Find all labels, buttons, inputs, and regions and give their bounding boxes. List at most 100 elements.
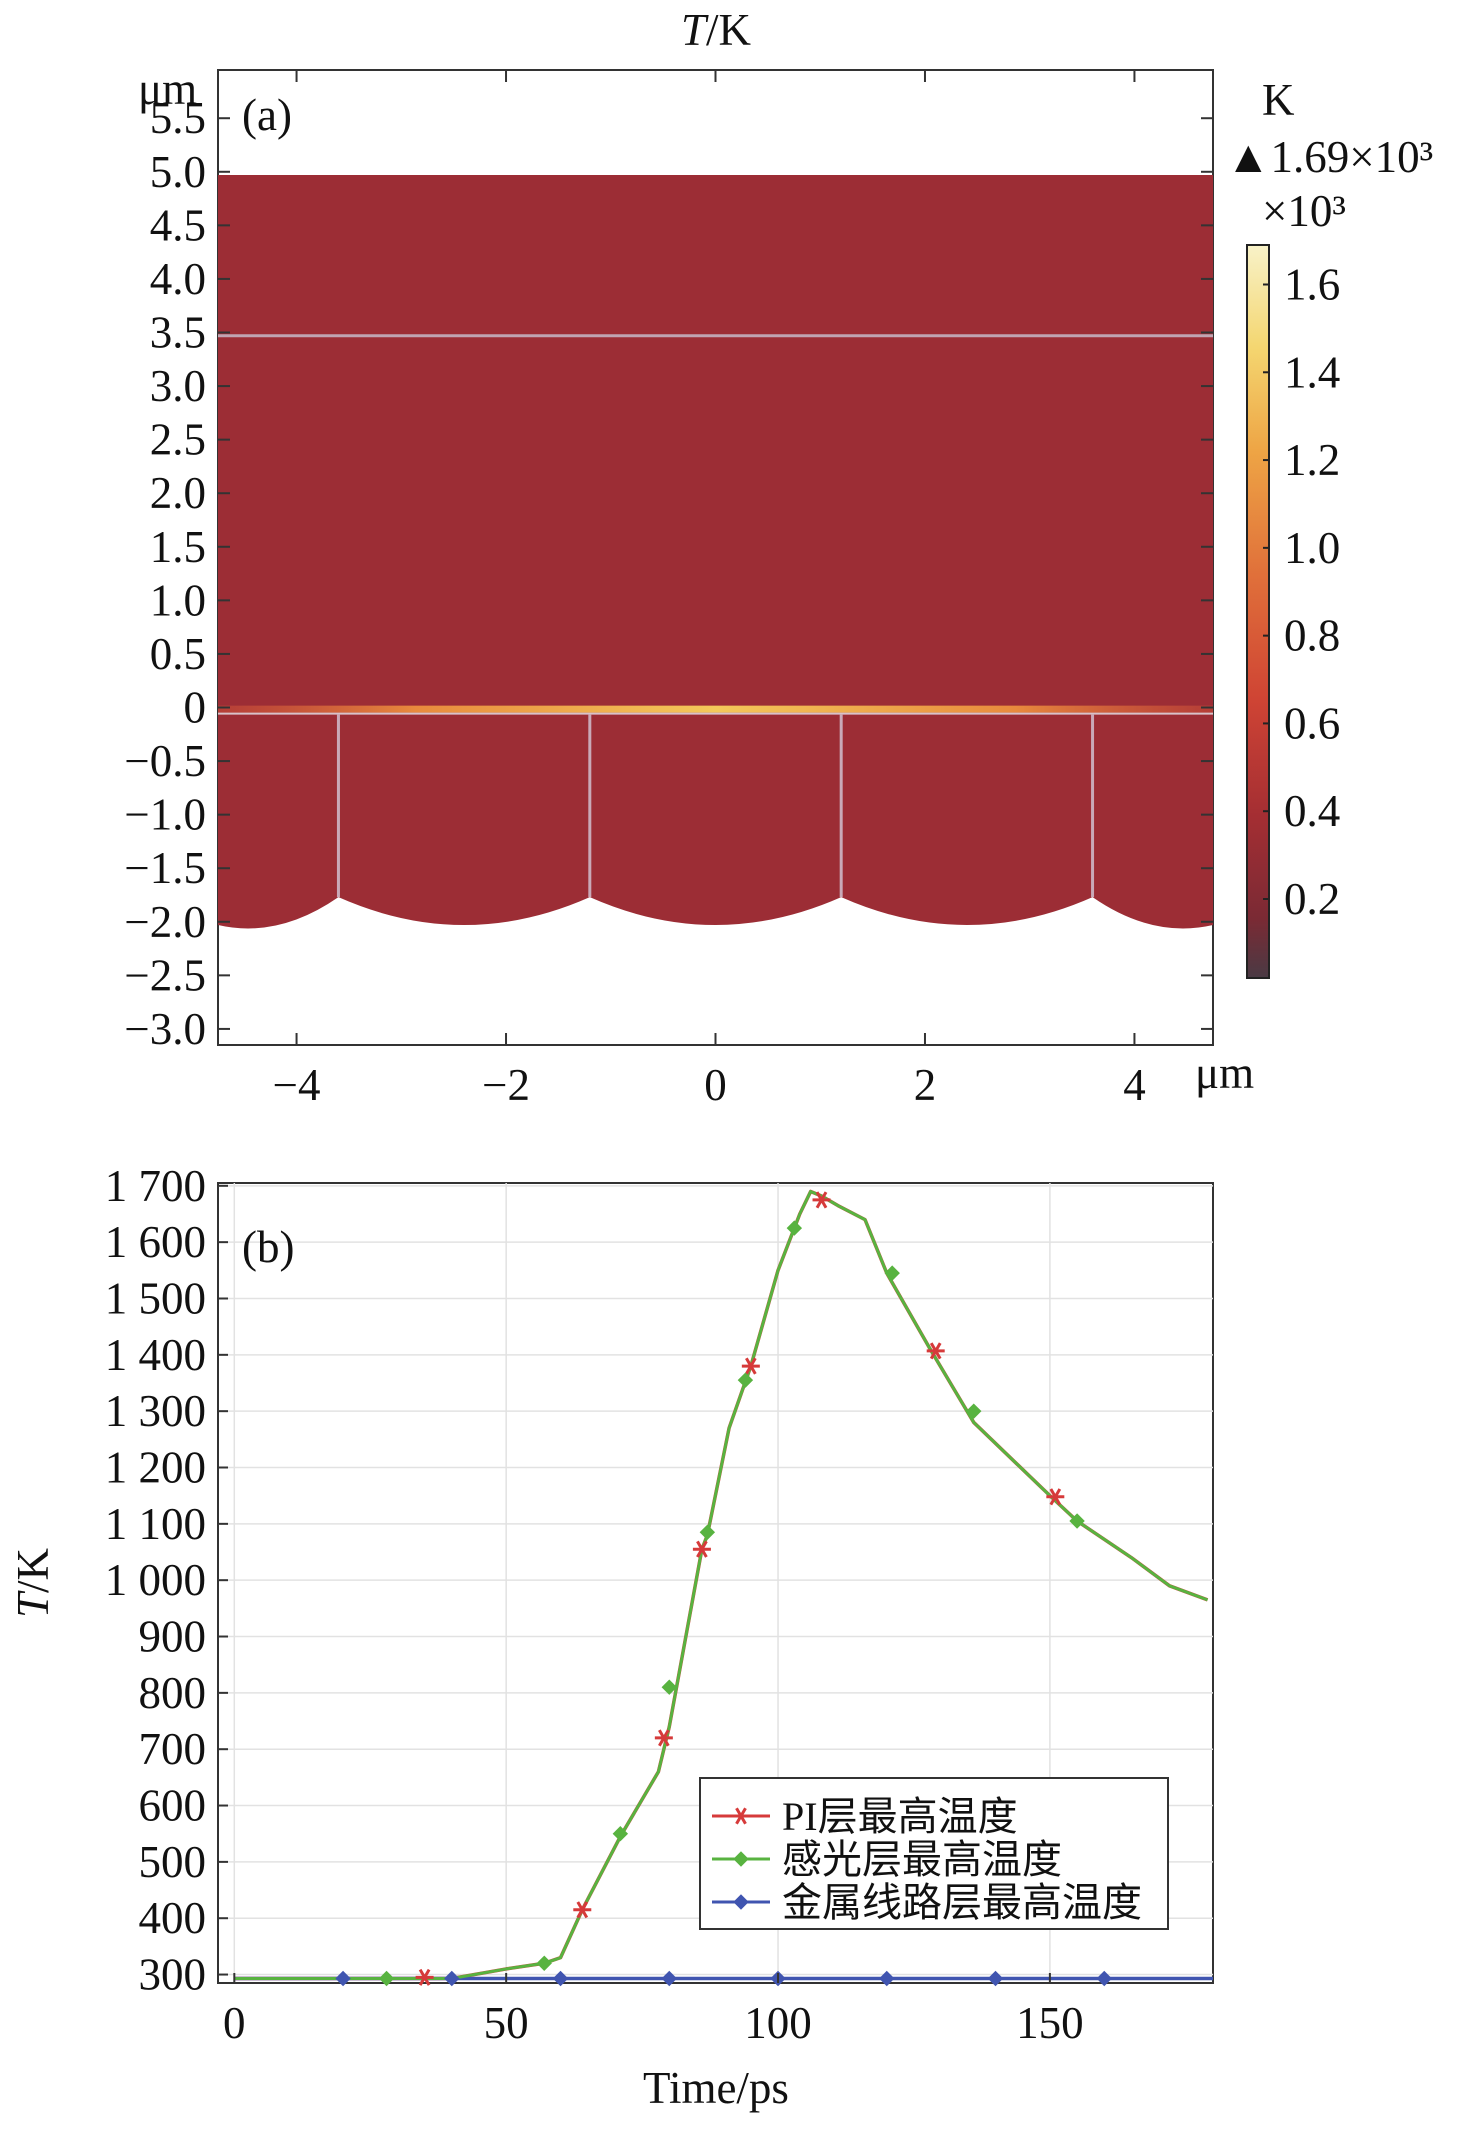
- series-3-marker: [879, 1970, 895, 1987]
- series-3-marker: [335, 1970, 351, 1987]
- heatmap-y-tick-label: 1.5: [150, 522, 206, 572]
- heatmap-y-tick-label: 0: [184, 683, 207, 733]
- line-x-tick-label: 150: [1016, 1998, 1084, 2048]
- line-y-tick-label: 1 300: [105, 1386, 206, 1436]
- series-2-marker: [786, 1220, 803, 1236]
- heatmap-y-tick-label: 2.0: [150, 468, 206, 518]
- series-3-marker: [661, 1970, 677, 1987]
- colorbar-ticks: 1.6 1.4 1.2 1.0 0.8 0.6 0.4 0.2: [1263, 260, 1340, 924]
- heatmap-y-tick-label: −1.0: [124, 790, 206, 840]
- series-1-marker: [812, 1191, 831, 1209]
- heatmap-y-tick-label: 5.0: [150, 147, 206, 197]
- colorbar-tick-label: 0.4: [1284, 786, 1340, 836]
- heatmap-y-tick-label: −2.0: [124, 897, 206, 947]
- series-2-marker: [737, 1372, 754, 1388]
- line-y-tick-label: 1 000: [105, 1555, 206, 1605]
- line-y-tick-label: 1 600: [105, 1217, 206, 1267]
- heatmap-y-tick-label: 5.5: [150, 93, 206, 143]
- colorbar-max-label: ▲1.69×10³: [1226, 132, 1433, 182]
- heatmap-title: T/K: [681, 5, 752, 55]
- line-y-tick-label: 1 700: [105, 1161, 206, 1211]
- line-x-tick-label: 100: [744, 1998, 812, 2048]
- line-chart-markers: [335, 1191, 1112, 1987]
- heatmap-x-tick-label: −2: [482, 1060, 530, 1110]
- heatmap-y-tick-label: 4.0: [150, 254, 206, 304]
- line-y-axis-label-rest: /K: [8, 1547, 58, 1593]
- series-2-marker: [612, 1825, 629, 1842]
- series-3-marker: [444, 1970, 460, 1987]
- heatmap-y-ticks: 5.55.04.54.03.53.02.52.01.51.00.50−0.5−1…: [124, 93, 1213, 1054]
- heatmap-x-tick-label: 2: [914, 1060, 937, 1110]
- line-y-tick-label: 1 200: [105, 1443, 206, 1493]
- heatmap-x-tick-label: 4: [1123, 1060, 1146, 1110]
- heatmap-y-tick-label: 1.0: [150, 575, 206, 625]
- colorbar-unit: K: [1262, 75, 1295, 125]
- legend-swatch-marker: [733, 1851, 749, 1867]
- heatmap-x-tick-label: −4: [273, 1060, 321, 1110]
- series-2-marker: [536, 1955, 552, 1971]
- line-x-ticks: 0 50 100 150: [223, 1973, 1084, 2048]
- line-y-tick-label: 800: [139, 1668, 207, 1718]
- line-y-axis-label-italic: T: [8, 1590, 58, 1618]
- line-x-tick-label: 0: [223, 1998, 246, 2048]
- colorbar-tick-label: 1.2: [1284, 435, 1340, 485]
- heatmap-y-tick-label: 3.5: [150, 308, 206, 358]
- line-x-axis-label: Time/ps: [643, 2063, 789, 2113]
- heatmap-x-unit: μm: [1195, 1048, 1254, 1098]
- line-panel-label: (b): [242, 1222, 294, 1272]
- heatmap-title-italic: T: [681, 5, 709, 55]
- panel-b-line-chart: 1 700 1 600 1 500 1 400 1 300 1 200 1 100 1 000…: [8, 1161, 1214, 2113]
- line-y-tick-label: 1 400: [105, 1330, 206, 1380]
- series-1-marker: [741, 1357, 760, 1375]
- panel-a-heatmap: T/K (a) μm μm 5.55.04.54.03.53.02.52.01.…: [124, 5, 1433, 1110]
- line-y-tick-label: 1 500: [105, 1273, 206, 1323]
- line-y-tick-label: 500: [139, 1837, 207, 1887]
- heatmap-y-unit: μm: [138, 64, 197, 114]
- line-y-ticks: 1 700 1 600 1 500 1 400 1 300 1 200 1 100 1 000…: [105, 1161, 228, 2000]
- series-2-marker: [661, 1679, 677, 1695]
- colorbar-tick-label: 0.8: [1284, 611, 1340, 661]
- series-2-marker: [966, 1403, 982, 1419]
- line-y-tick-label: 900: [139, 1612, 207, 1662]
- legend-box: [699, 1777, 1169, 1930]
- line-y-tick-label: 600: [139, 1781, 207, 1831]
- series-1-marker: [654, 1729, 673, 1747]
- series-1-marker: [692, 1540, 711, 1558]
- colorbar-tick-label: 0.6: [1284, 698, 1340, 748]
- line-y-tick-label: 300: [139, 1950, 207, 2000]
- series-2-marker: [884, 1265, 900, 1281]
- colorbar-scale-label: ×10³: [1262, 186, 1346, 236]
- legend-entry-label: 感光层最高温度: [782, 1837, 1062, 1882]
- series-2-marker: [699, 1524, 716, 1541]
- legend-entry-label: 金属线路层最高温度: [782, 1880, 1142, 1925]
- colorbar-tick-label: 0.2: [1284, 874, 1340, 924]
- series-3-marker: [1096, 1970, 1112, 1987]
- heatmap-y-tick-label: −2.5: [124, 950, 206, 1000]
- hot-interface-strip: [218, 705, 1213, 713]
- line-y-tick-label: 700: [139, 1724, 207, 1774]
- colorbar-gradient: [1246, 244, 1270, 979]
- heatmap-y-tick-label: 3.0: [150, 361, 206, 411]
- line-y-axis-label: T/K: [8, 1547, 58, 1618]
- legend-swatch-marker: [733, 1894, 749, 1910]
- series-1-marker: [926, 1342, 945, 1360]
- heatmap-y-tick-label: 2.5: [150, 415, 206, 465]
- colorbar-tick-label: 1.4: [1284, 347, 1340, 397]
- heatmap-x-ticks: −4 −2 0 2 4: [273, 70, 1146, 1110]
- line-y-tick-label: 1 100: [105, 1499, 206, 1549]
- heatmap-y-tick-label: −1.5: [124, 843, 206, 893]
- heatmap-panel-label: (a): [242, 90, 292, 140]
- series-2-marker: [378, 1970, 395, 1987]
- colorbar-tick-label: 1.6: [1284, 260, 1340, 310]
- colorbar-tick-label: 1.0: [1284, 523, 1340, 573]
- legend-swatch-marker: [732, 1807, 750, 1825]
- heatmap-y-tick-label: 4.5: [150, 200, 206, 250]
- series-3-marker: [987, 1970, 1004, 1987]
- colorbar: K ▲1.69×10³ ×10³ 1.6 1.4 1.2 1.0 0.8 0.6 0.4 0.…: [1226, 75, 1433, 979]
- series-1-marker: [573, 1901, 592, 1919]
- heatmap-y-tick-label: −3.0: [124, 1004, 206, 1054]
- heated-region: [218, 175, 1213, 929]
